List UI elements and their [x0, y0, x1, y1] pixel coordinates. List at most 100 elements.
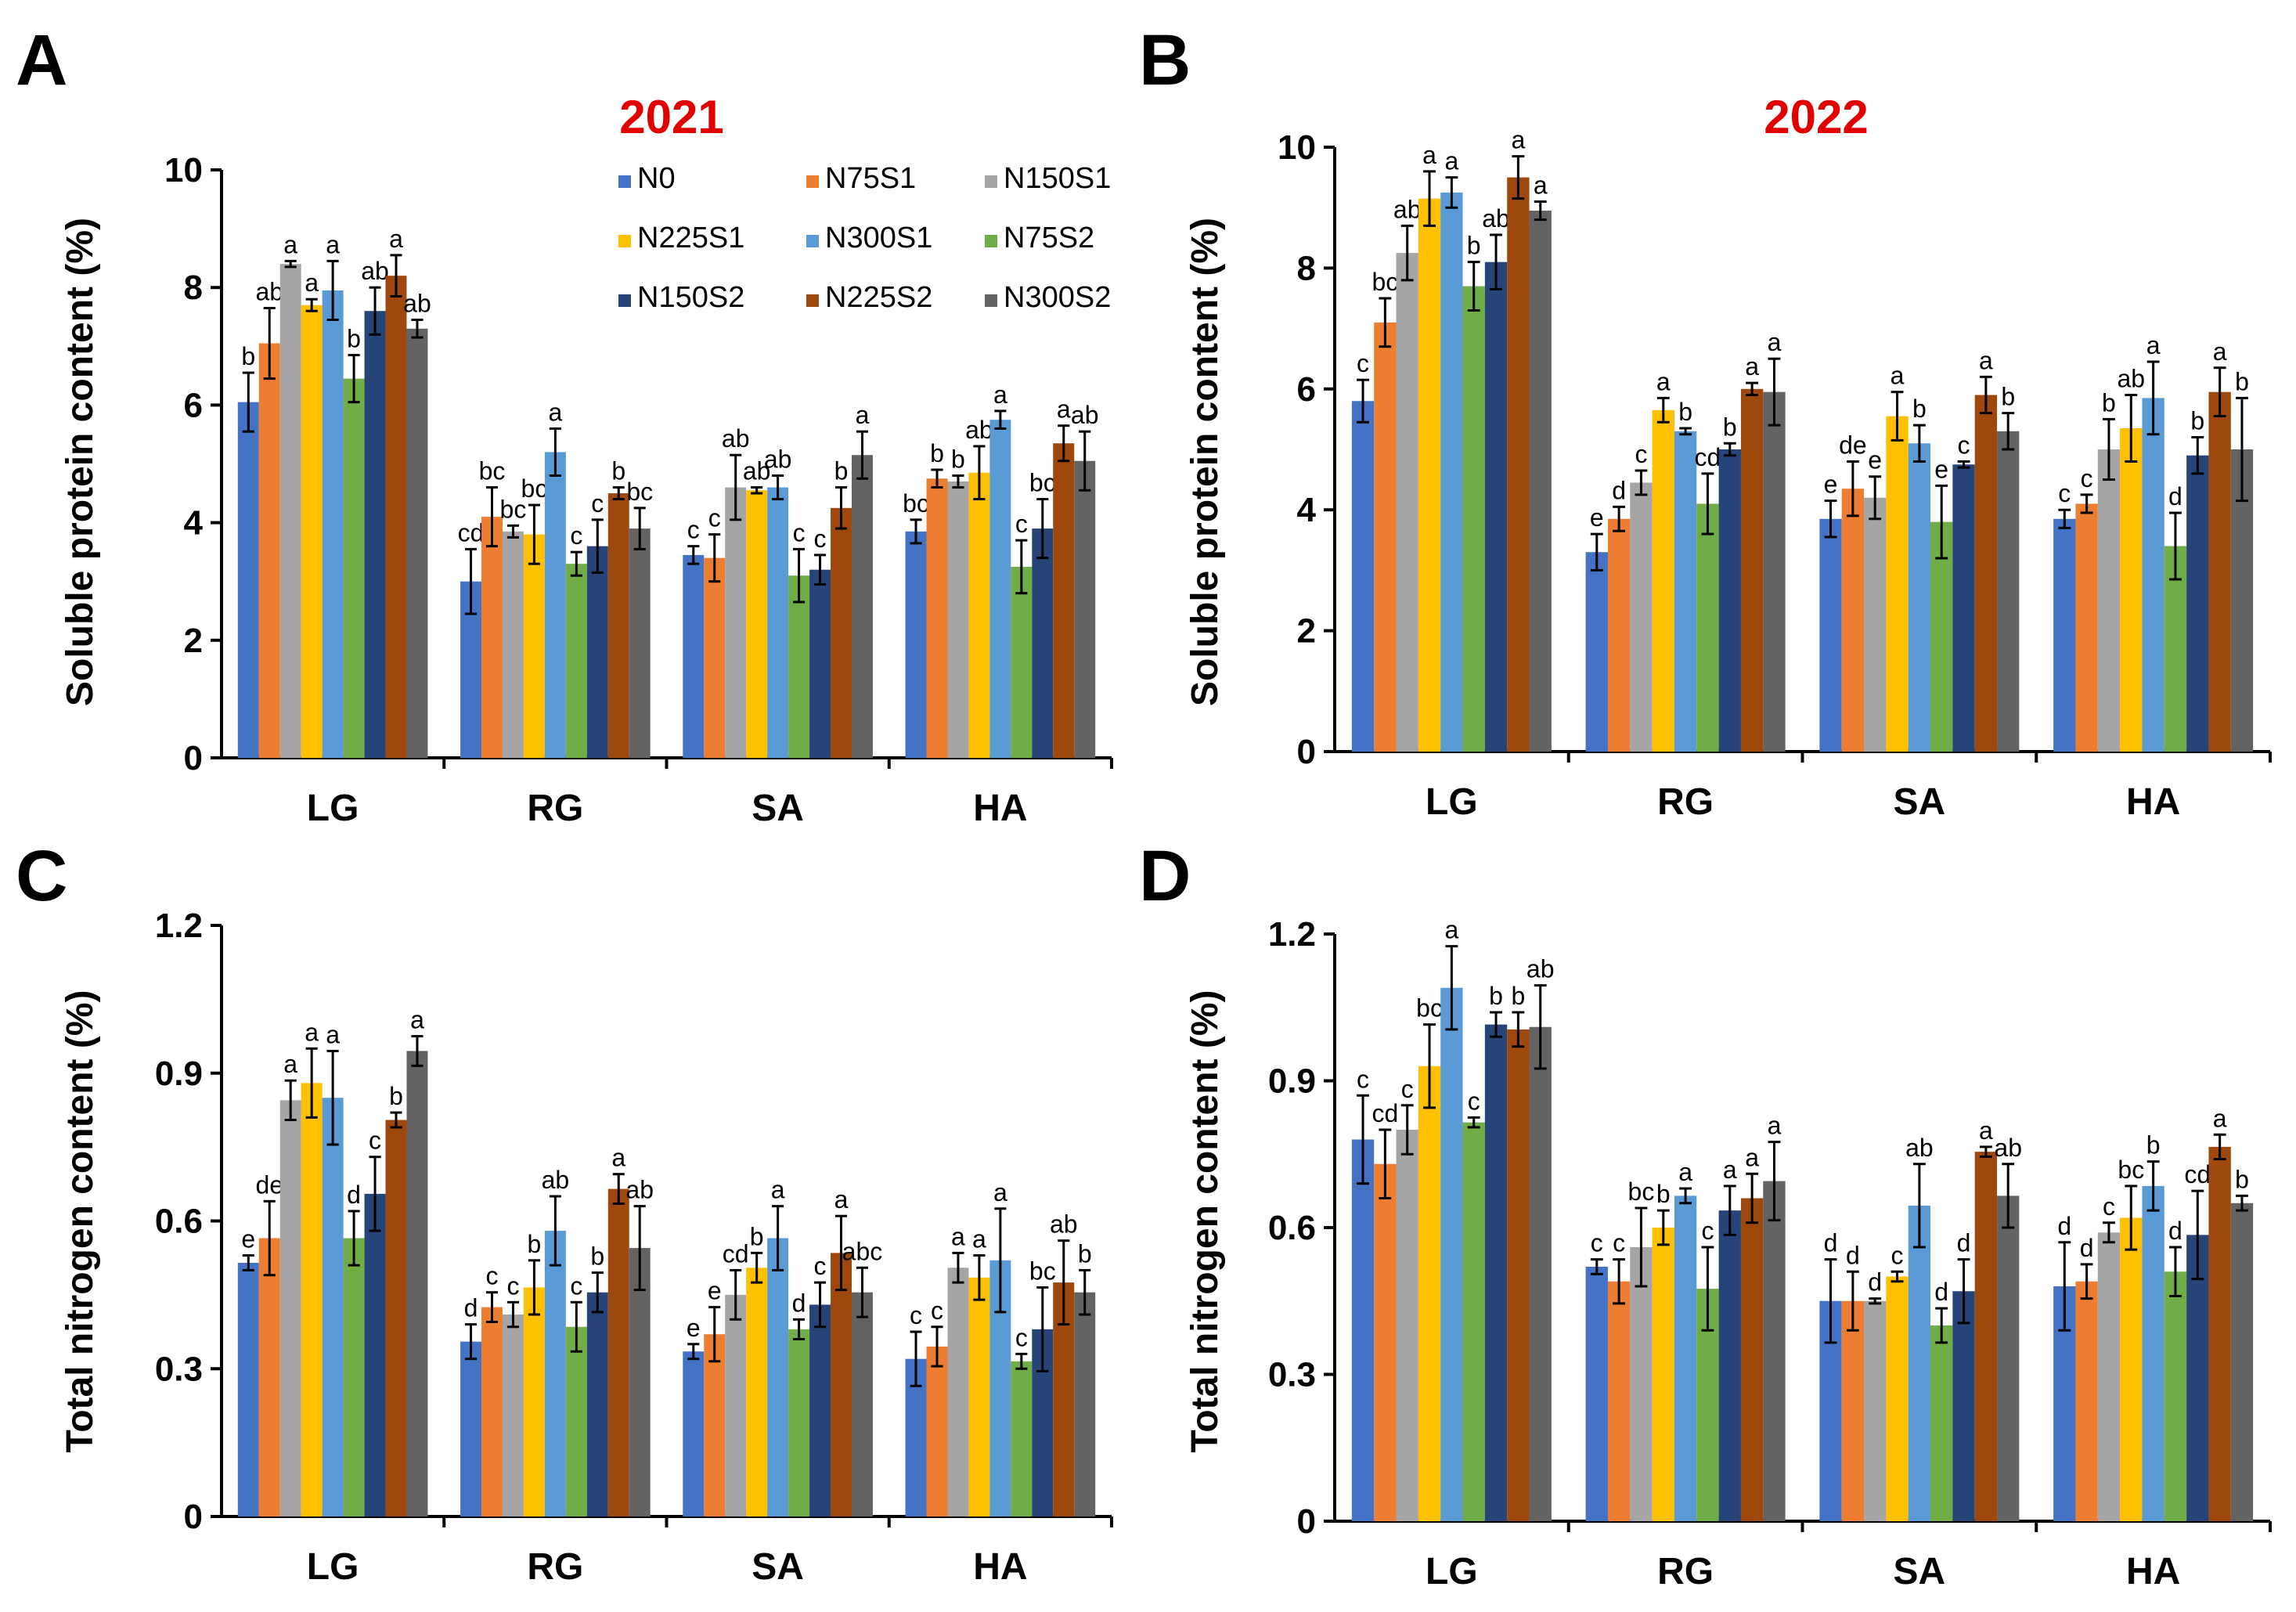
bar [1585, 552, 1608, 752]
significance-letter: d [1846, 1241, 1860, 1269]
y-tick-label: 10 [1278, 128, 1316, 167]
significance-letter: e [708, 1277, 722, 1305]
bar [481, 1307, 503, 1516]
significance-letter: bc [1029, 469, 1056, 497]
bar [1418, 1066, 1441, 1521]
significance-letter: a [951, 1222, 965, 1250]
plot-area: 0246810LGbabaaababaabRGcdbcbcbcaccbbcSAc… [164, 151, 1113, 829]
bar [1674, 1195, 1697, 1521]
y-tick-label: 0 [184, 739, 203, 777]
y-tick-label: 1.2 [1268, 915, 1316, 954]
legend-swatch [985, 175, 997, 188]
significance-letter: a [771, 1176, 785, 1204]
bar [683, 554, 705, 758]
bar [2120, 1217, 2143, 1521]
significance-letter: c [369, 1127, 381, 1155]
bar [1763, 391, 1786, 752]
significance-letter: cd [1695, 443, 1721, 471]
significance-letter: cd [458, 518, 485, 546]
bar [502, 531, 524, 758]
significance-letter: ab [255, 277, 283, 305]
legend-label: N75S1 [825, 162, 916, 195]
bar [767, 1238, 789, 1516]
bar [322, 1098, 344, 1516]
significance-letter: c [506, 1271, 519, 1300]
bar [1841, 1300, 1865, 1521]
y-tick-label: 6 [184, 386, 203, 424]
significance-letter: d [464, 1294, 478, 1322]
bar [968, 1277, 990, 1516]
bar [989, 420, 1011, 758]
significance-letter: a [1534, 171, 1548, 199]
bar [1864, 1300, 1887, 1521]
significance-letter: a [283, 1050, 297, 1078]
significance-letter: c [2058, 479, 2071, 507]
bar [2142, 1185, 2164, 1521]
significance-letter: c [1401, 1075, 1414, 1103]
x-tick-label: SA [1894, 781, 1946, 823]
significance-letter: a [548, 398, 562, 426]
bar [301, 1083, 323, 1516]
y-tick-label: 2 [184, 622, 203, 660]
y-tick-label: 1.2 [155, 907, 203, 945]
legend-swatch [618, 175, 631, 188]
significance-letter: bc [479, 457, 506, 485]
x-tick-label: SA [752, 1546, 804, 1588]
significance-letter: bc [626, 478, 653, 506]
significance-letter: b [2190, 407, 2204, 435]
bar [364, 1193, 386, 1516]
bar [1396, 253, 1418, 752]
bar [1908, 1205, 1931, 1521]
significance-letter: a [389, 225, 403, 253]
significance-letter: b [1078, 1239, 1092, 1268]
legend-label: N300S1 [825, 222, 932, 254]
x-tick-label: LG [307, 1546, 359, 1588]
significance-letter: c [1468, 1087, 1480, 1115]
bar [1440, 987, 1463, 1521]
significance-letter: cd [2184, 1160, 2211, 1188]
bar [704, 1334, 726, 1516]
bar [2164, 1271, 2187, 1521]
x-tick-label: RG [527, 788, 583, 829]
significance-letter: ab [743, 457, 771, 485]
bar [926, 1346, 948, 1516]
significance-letter: a [2213, 1104, 2227, 1132]
significance-letter: c [570, 1271, 582, 1300]
significance-letter: b [2102, 388, 2116, 417]
significance-letter: b [1467, 232, 1481, 260]
significance-letter: e [1590, 503, 1604, 532]
bar [523, 534, 545, 758]
bar [237, 402, 259, 758]
significance-letter: b [1723, 413, 1737, 441]
bar [629, 1248, 651, 1516]
significance-letter: a [1723, 1156, 1737, 1184]
x-tick-label: HA [973, 1546, 1027, 1588]
bar [1763, 1181, 1786, 1521]
bar [1074, 460, 1096, 758]
significance-letter: c [1357, 349, 1369, 377]
panel-b: B 2022 Soluble protein content (%) 0 2 4 6 8… [1139, 20, 2272, 823]
y-tick-label: 0.3 [1268, 1356, 1316, 1394]
significance-letter: b [611, 457, 625, 485]
bar [385, 276, 407, 758]
bar [1718, 1210, 1741, 1521]
legend-label: N150S1 [1004, 162, 1111, 195]
significance-letter: e [1868, 446, 1882, 474]
significance-letter: b [1511, 982, 1525, 1010]
significance-letter: ab [764, 445, 792, 474]
legend-swatch [806, 175, 819, 188]
significance-letter: ab [1905, 1134, 1934, 1162]
bar [683, 1351, 705, 1516]
bar [1930, 1325, 1953, 1521]
bar [1997, 1195, 2020, 1521]
significance-letter: b [1489, 982, 1503, 1010]
significance-letter: c [1613, 1229, 1625, 1257]
significance-letter: a [410, 1006, 424, 1034]
bar [279, 1100, 301, 1516]
bar [947, 1268, 969, 1516]
significance-letter: a [1444, 147, 1458, 175]
legend-swatch [618, 235, 631, 247]
panel-letter: C [16, 836, 67, 916]
bar [1529, 1026, 1552, 1521]
